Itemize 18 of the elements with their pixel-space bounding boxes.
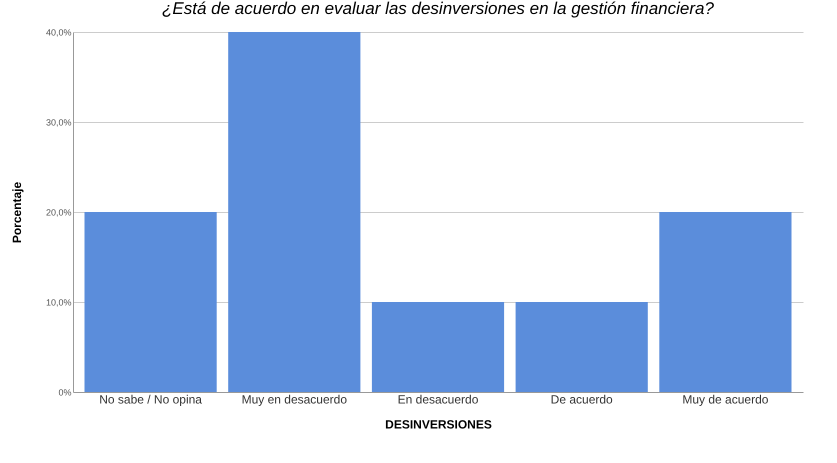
y-tick-label: 0% xyxy=(58,388,72,398)
x-axis-title: DESINVERSIONES xyxy=(385,418,492,432)
x-tick-label: No sabe / No opina xyxy=(99,392,202,406)
bar xyxy=(659,212,792,392)
x-tick-label: Muy en desacuerdo xyxy=(242,392,348,406)
bar xyxy=(228,32,360,392)
x-tick-label: En desacuerdo xyxy=(398,392,479,406)
y-tick-label: 10,0% xyxy=(46,298,72,308)
x-tick-label: De acuerdo xyxy=(550,392,614,406)
bar xyxy=(372,302,504,392)
bar xyxy=(516,302,648,392)
chart-title: ¿Está de acuerdo en evaluar las desinversiones en la gestión financiera? xyxy=(162,0,714,18)
y-axis-title: Porcentaje xyxy=(10,181,24,244)
bar xyxy=(84,212,217,392)
x-tick-label: Muy de acuerdo xyxy=(682,392,769,406)
y-tick-label: 30,0% xyxy=(46,118,72,128)
y-tick-label: 20,0% xyxy=(46,208,72,218)
y-tick-label: 40,0% xyxy=(46,28,72,38)
